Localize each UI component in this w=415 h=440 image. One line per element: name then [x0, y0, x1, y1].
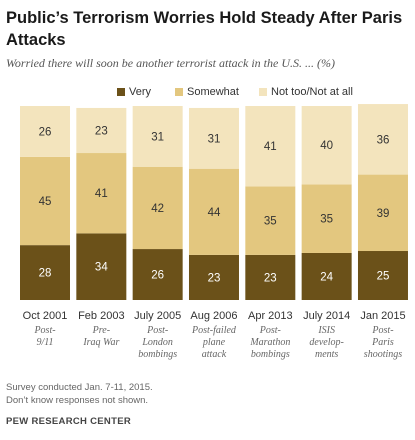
data-label: 23 — [95, 125, 108, 137]
bar-segment-somewhat — [76, 153, 127, 234]
bar-segment-not-too-not-at-all — [301, 106, 352, 185]
chart-title: Public’s Terrorism Worries Hold Steady A… — [6, 9, 403, 49]
category-label: Feb 2003 — [78, 310, 124, 322]
category-note: bombings — [251, 349, 290, 360]
data-label: 31 — [208, 133, 221, 145]
category-label: Jan 2015 — [360, 310, 405, 322]
legend-item-very: Very — [117, 86, 151, 98]
bar-segment-very — [20, 245, 70, 300]
data-label: 35 — [264, 216, 277, 228]
category-note: ISIS — [317, 325, 335, 336]
data-label: 26 — [39, 126, 52, 138]
category-note: Post-failed — [191, 325, 237, 336]
data-label: 25 — [377, 271, 390, 283]
bar-segment-not-too-not-at-all — [132, 106, 183, 167]
bar-segment-very — [76, 233, 127, 300]
category-note: 9/11 — [36, 337, 53, 348]
data-label: 24 — [320, 271, 333, 283]
data-label: 26 — [151, 270, 164, 282]
category-label: July 2005 — [134, 310, 181, 322]
category-note: Post- — [33, 325, 55, 336]
category-note: Paris — [371, 337, 394, 348]
category-note: shootings — [364, 349, 402, 360]
category-note: Post- — [146, 325, 168, 336]
bar-segment-very — [357, 251, 408, 300]
legend-item-not-too: Not too/Not at all — [259, 86, 353, 98]
category-note: plane — [202, 337, 226, 348]
bar-segment-very — [132, 249, 183, 300]
legend-swatch-somewhat — [175, 88, 183, 96]
legend-label-very: Very — [129, 86, 152, 98]
legend-swatch-very — [117, 88, 125, 96]
legend-swatch-not-too — [259, 88, 267, 96]
data-label: 42 — [151, 203, 164, 215]
bar-segment-not-too-not-at-all — [20, 106, 70, 157]
data-label: 31 — [151, 131, 164, 143]
data-label: 45 — [39, 196, 52, 208]
bar-segment-not-too-not-at-all — [188, 107, 239, 169]
category-note: Iraq War — [82, 337, 119, 348]
bar-segment-not-too-not-at-all — [357, 104, 408, 175]
footnote-dont-know: Don’t know responses not shown. — [6, 395, 149, 406]
category-label: Aug 2006 — [190, 310, 237, 322]
data-label: 40 — [320, 140, 333, 152]
data-label: 44 — [208, 207, 221, 219]
data-label: 41 — [264, 141, 277, 153]
bar-segment-somewhat — [132, 166, 183, 250]
bar-segment-somewhat — [20, 156, 70, 246]
category-note: develop- — [309, 337, 343, 348]
category-note: ments — [315, 349, 338, 360]
category-label: July 2014 — [303, 310, 350, 322]
bar-segment-somewhat — [357, 174, 408, 252]
category-note: attack — [202, 349, 227, 360]
bar-segment-not-too-not-at-all — [245, 106, 296, 187]
legend-item-somewhat: Somewhat — [175, 86, 239, 98]
data-label: 28 — [39, 268, 52, 280]
category-label: Apr 2013 — [248, 310, 293, 322]
bar-segment-somewhat — [188, 168, 239, 255]
category-label: Oct 2001 — [23, 310, 68, 322]
category-note: Pre- — [92, 325, 110, 336]
bar-segment-not-too-not-at-all — [76, 107, 127, 154]
data-label: 41 — [95, 188, 108, 200]
data-label: 36 — [377, 134, 390, 146]
chart-subtitle: Worried there will soon be another terro… — [6, 56, 335, 70]
footnote-survey: Survey conducted Jan. 7-11, 2015. — [6, 382, 153, 393]
bar-segment-somewhat — [245, 186, 296, 255]
bar-segment-somewhat — [301, 184, 352, 253]
data-label: 23 — [208, 272, 221, 284]
category-note: Post- — [371, 325, 393, 336]
category-note: bombings — [138, 349, 177, 360]
category-note: Post- — [259, 325, 281, 336]
legend-label-not-too: Not too/Not at all — [271, 86, 353, 98]
legend: Very Somewhat Not too/Not at all — [0, 86, 415, 100]
bar-segment-very — [301, 252, 352, 300]
data-label: 23 — [264, 272, 277, 284]
legend-label-somewhat: Somewhat — [187, 86, 239, 98]
data-label: 35 — [320, 214, 333, 226]
category-note: London — [141, 337, 173, 348]
bar-segment-very — [188, 254, 239, 300]
category-note: Marathon — [249, 337, 290, 348]
source-label: PEW RESEARCH CENTER — [6, 416, 131, 427]
data-label: 39 — [377, 208, 390, 220]
bar-segment-very — [245, 254, 296, 300]
data-label: 34 — [95, 262, 108, 274]
